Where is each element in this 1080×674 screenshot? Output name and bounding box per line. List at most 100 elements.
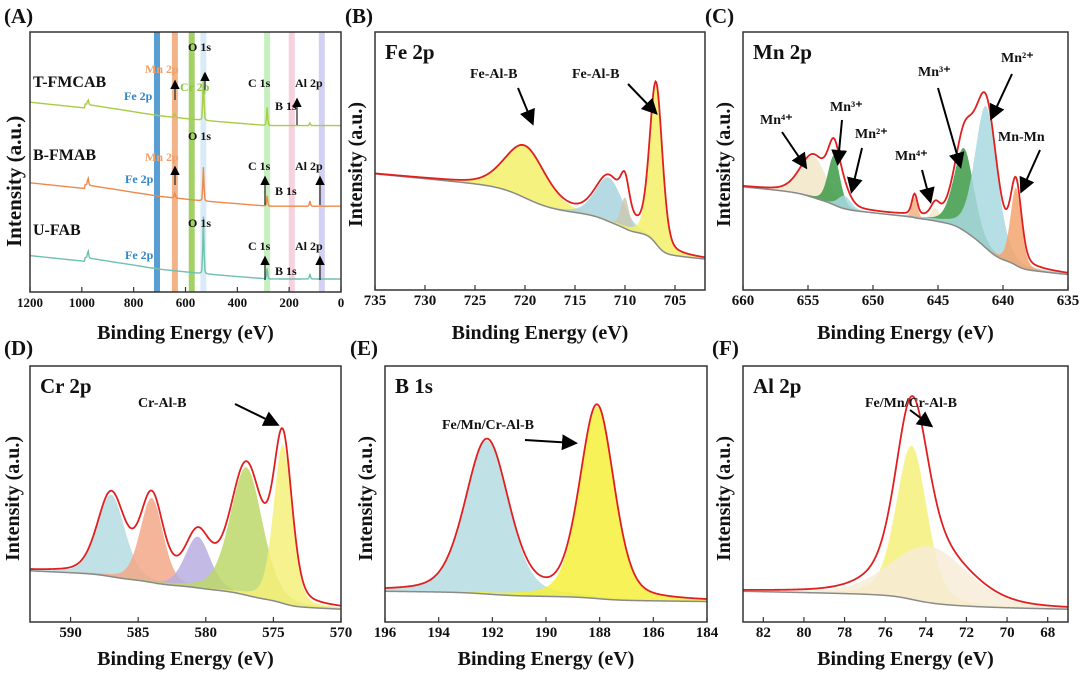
panel-title: B 1s: [395, 374, 433, 398]
component-peak-1: [385, 406, 707, 602]
x-tick-label: 660: [731, 293, 755, 309]
series-line-b-fmab: [29, 167, 341, 207]
panel-label-d: (D): [4, 336, 34, 360]
x-axis-label: Binding Energy (eV): [97, 648, 274, 670]
annotation: Fe/Mn/Cr-Al-B: [865, 396, 958, 411]
x-tick-label: 1000: [68, 295, 95, 310]
series-label-t-fmcab: T-FMCAB: [33, 74, 107, 91]
x-axis-label: Binding Energy (eV): [817, 648, 994, 670]
component-peak-0: [743, 445, 1068, 610]
x-tick-label: 1200: [17, 295, 43, 310]
x-tick-label: 720: [513, 293, 537, 309]
peak-label: Mn 2p: [145, 62, 179, 76]
y-axis-label: Intensity (a.u.): [345, 101, 367, 227]
peak-label: Al 2p: [295, 159, 323, 173]
x-tick-label: 730: [413, 293, 437, 309]
x-tick-label: 186: [642, 625, 665, 641]
x-tick-label: 715: [563, 293, 587, 309]
x-tick-label: 570: [329, 625, 353, 641]
envelope-line: [384, 403, 708, 600]
x-tick-label: 192: [481, 625, 504, 641]
annotation: Mn²⁺: [855, 127, 888, 142]
series-label-b-fmab: B-FMAB: [33, 147, 97, 164]
annotation: Fe-Al-B: [572, 67, 620, 82]
annotation: Mn⁴⁺: [895, 149, 928, 164]
peak-label: C 1s: [248, 239, 271, 253]
plot-area: [374, 31, 706, 291]
panel-title: Mn 2p: [753, 40, 812, 64]
annotation: Cr-Al-B: [138, 396, 187, 411]
x-tick-label: 196: [373, 625, 397, 641]
x-tick-label: 184: [695, 625, 719, 641]
x-tick-label: 200: [279, 295, 299, 310]
background-line: [29, 570, 342, 610]
component-peak-3: [30, 467, 341, 610]
background-line: [742, 590, 1069, 610]
peak-label: B 1s: [275, 99, 297, 113]
band-o-1s: [200, 32, 207, 292]
panel-label-c: (C): [705, 4, 735, 28]
x-tick-label: 70: [999, 625, 1015, 641]
panel-a-survey: Intensity (a.u.) Binding Energy (eV) T-F…: [2, 31, 344, 344]
component-peak-0: [743, 156, 1068, 275]
peak-label: Fe 2p: [124, 89, 153, 103]
x-tick-label: 575: [262, 625, 285, 641]
band-cr-2p: [188, 32, 195, 292]
x-tick-label: 590: [59, 625, 82, 641]
envelope-line: [374, 79, 706, 259]
annotation: Mn³⁺: [830, 100, 863, 115]
component-peak-4: [30, 444, 341, 610]
component-peak-0: [385, 440, 707, 602]
envelope-line: [742, 91, 1069, 274]
plot-area: [742, 31, 1069, 291]
y-axis-label: Intensity (a.u.): [713, 435, 735, 561]
x-tick-label: 585: [126, 625, 150, 641]
x-axis-label: Binding Energy (eV): [817, 322, 994, 344]
x-tick-label: 72: [958, 625, 974, 641]
x-tick-label: 600: [175, 295, 196, 310]
background-line: [384, 590, 708, 603]
x-tick-label: 735: [363, 293, 387, 309]
component-peak-2: [30, 536, 341, 610]
x-tick-label: 68: [1040, 625, 1056, 641]
peak-label: Al 2p: [295, 76, 323, 90]
component-peak-1: [743, 546, 1068, 610]
peak-label: O 1s: [188, 129, 212, 143]
x-axis-label: Binding Energy (eV): [451, 322, 629, 344]
x-tick-label: 74: [918, 625, 934, 641]
x-tick-label: 635: [1056, 293, 1080, 309]
panel-d-cr2p: Cr 2p Intensity (a.u.) Binding Energy (e…: [2, 365, 352, 670]
x-tick-label: 640: [991, 293, 1015, 309]
band-al-2p: [318, 32, 325, 292]
panel-label-e: (E): [350, 336, 378, 360]
panel-title: Fe 2p: [385, 40, 435, 64]
axes-frame: [742, 365, 1069, 623]
annotation: Mn²⁺: [1001, 51, 1034, 66]
peak-label: Cr 2p: [180, 80, 210, 94]
background-line: [742, 186, 1069, 276]
y-axis-label: Intensity (a.u.): [2, 435, 24, 561]
y-axis-label: Intensity (a.u.): [713, 101, 735, 227]
band-fe-2p: [153, 32, 160, 292]
x-tick-label: 78: [837, 625, 853, 641]
annotation: Mn⁴⁺: [760, 113, 793, 128]
annotation: Fe/Mn/Cr-Al-B: [442, 418, 535, 433]
y-axis-label: Intensity (a.u.): [355, 435, 377, 561]
x-tick-label: 190: [534, 625, 558, 641]
axes-frame: [29, 365, 342, 623]
peak-label: B 1s: [275, 184, 297, 198]
peak-label: Fe 2p: [125, 248, 154, 262]
panel-b-fe2p: Fe 2p Intensity (a.u.) Binding Energy (e…: [345, 31, 706, 344]
panel-e-b1s: B 1s Intensity (a.u.) Binding Energy (eV…: [355, 365, 718, 670]
panel-title: Al 2p: [753, 374, 802, 398]
peak-label: Mn 2p: [145, 150, 179, 164]
y-axis-label: Intensity (a.u.): [2, 115, 26, 247]
panel-label-b: (B): [345, 4, 373, 28]
series-label-u-fab: U-FAB: [33, 222, 81, 239]
component-peak-6: [743, 105, 1068, 275]
x-tick-label: 580: [194, 625, 218, 641]
background-line: [374, 173, 706, 260]
x-tick-label: 800: [123, 295, 144, 310]
annotation: Fe-Al-B: [470, 67, 518, 82]
